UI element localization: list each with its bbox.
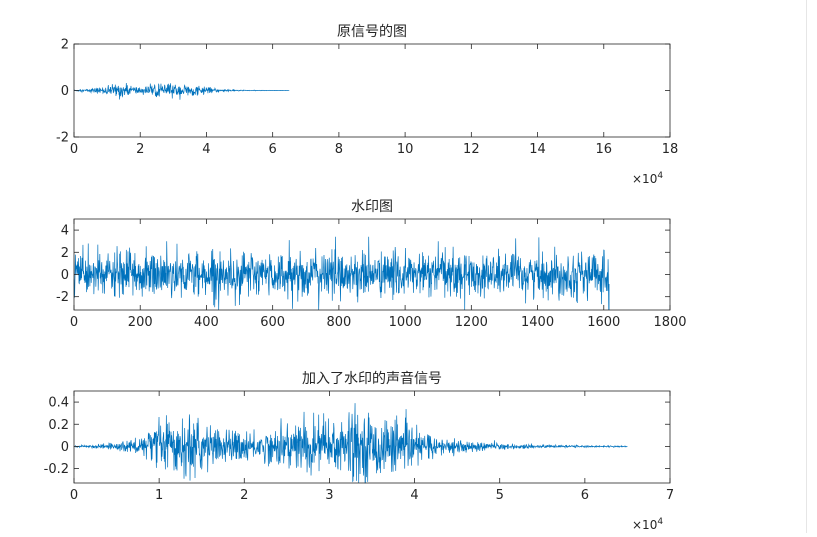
watermarked-audio-x-tick-label: 1 bbox=[155, 488, 163, 503]
watermark-x-tick-label: 1000 bbox=[389, 315, 422, 330]
watermarked-audio-axes-box bbox=[73, 390, 671, 484]
original-signal-x-tick-label: 16 bbox=[596, 142, 613, 157]
watermarked-audio-x-tick-label: 0 bbox=[70, 488, 78, 503]
watermarked-audio-x-tick-label: 6 bbox=[581, 488, 589, 503]
watermarked-audio-y-tick-label: -0.2 bbox=[44, 462, 69, 477]
original-signal-x-tick-label: 18 bbox=[662, 142, 679, 157]
original-signal-x-ticks: 0 2 4 6 8 10 12 14 16 18 bbox=[70, 44, 678, 157]
original-signal-x-tick-label: 2 bbox=[136, 142, 144, 157]
watermarked-audio-x-ticks: 0 1 2 3 4 5 6 7 bbox=[70, 391, 674, 503]
watermark-x-tick-label: 600 bbox=[260, 315, 285, 330]
watermark-y-ticks: -2 0 2 4 bbox=[56, 224, 670, 305]
original-signal-x-tick-label: 0 bbox=[70, 142, 78, 157]
watermarked-audio-y-ticks: -0.2 0 0.2 0.4 bbox=[44, 396, 670, 477]
original-signal-series-line bbox=[73, 83, 290, 100]
original-signal-y-tick-label: 0 bbox=[61, 84, 69, 99]
original-signal-title: 原信号的图 bbox=[337, 24, 407, 40]
original-signal-y-tick-label: 2 bbox=[61, 38, 69, 53]
original-signal-x-tick-label: 8 bbox=[335, 142, 343, 157]
watermark-x-tick-label: 400 bbox=[194, 315, 219, 330]
watermark-y-tick-label: 2 bbox=[61, 246, 69, 261]
watermark-x-tick-label: 1600 bbox=[587, 315, 620, 330]
watermarked-audio-x-exponent: ×104 bbox=[632, 517, 663, 532]
original-signal-x-tick-label: 4 bbox=[202, 142, 210, 157]
watermark-title: 水印图 bbox=[351, 199, 393, 215]
watermark-x-tick-label: 200 bbox=[128, 315, 153, 330]
watermark-x-tick-label: 800 bbox=[326, 315, 351, 330]
watermarked-audio-x-tick-label: 5 bbox=[496, 488, 504, 503]
watermarked-audio-y-tick-label: 0.4 bbox=[48, 396, 69, 411]
watermarked-audio-y-tick-label: 0.2 bbox=[48, 418, 69, 433]
original-signal-y-tick-label: -2 bbox=[56, 131, 69, 146]
watermark-series-line bbox=[73, 236, 610, 311]
watermarked-audio-y-tick-label: 0 bbox=[61, 440, 69, 455]
window-edge-divider bbox=[806, 0, 807, 533]
watermarked-audio-series-line bbox=[73, 403, 628, 484]
watermark-y-tick-label: -2 bbox=[56, 290, 69, 305]
original-signal-x-tick-label: 6 bbox=[269, 142, 277, 157]
watermarked-audio-x-tick-label: 7 bbox=[666, 488, 674, 503]
watermark-x-tick-label: 1200 bbox=[455, 315, 488, 330]
original-signal-x-exponent: ×104 bbox=[632, 171, 663, 186]
original-signal-x-tick-label: 14 bbox=[529, 142, 546, 157]
original-signal-x-tick-label: 10 bbox=[397, 142, 414, 157]
watermark-x-tick-label: 0 bbox=[70, 315, 78, 330]
watermark-x-tick-label: 1800 bbox=[653, 315, 686, 330]
watermark-y-tick-label: 4 bbox=[61, 224, 69, 239]
original-signal-x-tick-label: 12 bbox=[463, 142, 480, 157]
watermark-x-ticks: 0 200 400 600 800 1000 1200 1400 1600 1800 bbox=[70, 219, 687, 330]
watermark-x-tick-label: 1400 bbox=[521, 315, 554, 330]
watermarked-audio-x-tick-label: 3 bbox=[325, 488, 333, 503]
watermark-y-tick-label: 0 bbox=[61, 268, 69, 283]
watermarked-audio-title: 加入了水印的声音信号 bbox=[302, 370, 442, 387]
subplot-watermark: 0 200 400 600 800 1000 1200 1400 1600 1800 -2024 … bbox=[56, 199, 687, 330]
original-signal-y-ticks: -2 0 2 bbox=[56, 38, 670, 146]
watermarked-audio-x-tick-label: 4 bbox=[410, 488, 418, 503]
subplot-original-signal: 0 2 4 6 8 10 12 14 16 18 -202 原信号的图 ×104 bbox=[56, 24, 678, 186]
watermarked-audio-x-tick-label: 2 bbox=[240, 488, 248, 503]
watermark-axes-box bbox=[73, 218, 671, 311]
